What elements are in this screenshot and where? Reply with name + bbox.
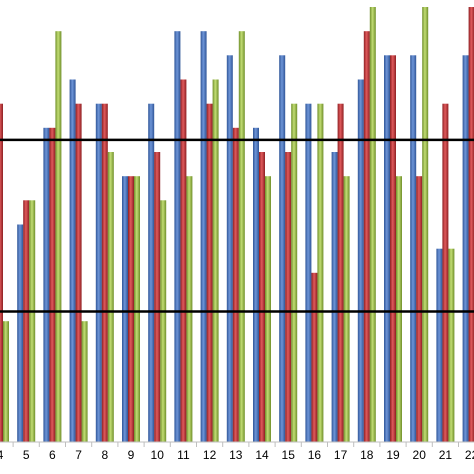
bar-blue-17	[331, 152, 338, 442]
bar-red-18	[363, 31, 370, 442]
bar-red-14	[259, 152, 265, 442]
x-tick-label-6: 6	[49, 448, 56, 462]
x-tick-label-20: 20	[413, 448, 427, 462]
x-tick-label-18: 18	[360, 448, 374, 462]
x-tick-label-8: 8	[101, 448, 108, 462]
bar-blue-9	[122, 176, 128, 442]
bar-red-10	[154, 152, 161, 442]
bar-green-4	[3, 321, 9, 442]
bar-blue-8	[95, 103, 102, 442]
bar-red-19	[390, 55, 396, 443]
bar-blue-11	[174, 31, 181, 442]
x-tick-label-12: 12	[203, 448, 217, 462]
bar-green-5	[29, 200, 36, 442]
x-tick-label-5: 5	[23, 448, 30, 462]
bar-red-9	[128, 176, 134, 442]
bar-blue-7	[69, 79, 76, 442]
bar-red-5	[23, 200, 30, 442]
bar-green-20	[422, 7, 429, 442]
x-tick-label-16: 16	[308, 448, 322, 462]
bar-red-11	[180, 79, 187, 442]
bar-blue-5	[17, 224, 24, 442]
bar-green-6	[55, 31, 62, 442]
bar-blue-12	[200, 31, 207, 442]
bar-green-13	[238, 31, 245, 442]
bar-green-12	[212, 79, 219, 442]
bar-red-15	[285, 152, 292, 442]
bar-red-17	[337, 103, 344, 442]
x-tick-label-19: 19	[386, 448, 400, 462]
x-tick-label-10: 10	[151, 448, 165, 462]
x-tick-label-9: 9	[128, 448, 135, 462]
bar-green-7	[81, 321, 88, 442]
bar-green-15	[291, 103, 298, 442]
bar-blue-21	[436, 248, 443, 442]
x-tick-label-7: 7	[75, 448, 82, 462]
bar-green-16	[317, 103, 324, 442]
bar-blue-6	[43, 127, 50, 443]
x-ticks-group	[12, 442, 459, 447]
x-tick-label-14: 14	[255, 448, 269, 462]
bar-green-9	[134, 176, 140, 442]
bar-blue-10	[148, 103, 155, 442]
bar-red-6	[49, 127, 56, 443]
x-tick-label-13: 13	[229, 448, 243, 462]
bar-green-8	[107, 152, 114, 442]
bar-blue-16	[305, 103, 312, 442]
x-tick-label-17: 17	[334, 448, 348, 462]
bar-blue-22	[462, 55, 469, 443]
bar-red-12	[206, 103, 213, 442]
bar-green-14	[265, 176, 271, 442]
bar-green-11	[186, 176, 193, 442]
bar-red-8	[101, 103, 108, 442]
bar-green-18	[369, 7, 376, 442]
bars-group	[0, 7, 474, 443]
x-tick-labels-group: 4 5 6 7 8 9 10 11 12 13 14 15 16 17 18 19 20 21 22	[0, 448, 474, 462]
reference-lines-group	[0, 138, 474, 313]
bar-green-19	[396, 176, 402, 442]
bar-blue-13	[226, 55, 233, 443]
bar-green-10	[160, 200, 167, 442]
bar-red-21	[442, 103, 449, 442]
bar-red-22	[468, 7, 474, 442]
bar-red-13	[232, 127, 239, 443]
bar-red-20	[416, 176, 423, 442]
bar-blue-14	[253, 127, 259, 443]
bar-blue-18	[357, 79, 364, 442]
x-tick-label-15: 15	[282, 448, 296, 462]
x-tick-label-4: 4	[0, 448, 4, 462]
bar-green-17	[343, 176, 350, 442]
bar-red-16	[311, 272, 318, 442]
x-tick-label-21: 21	[439, 448, 453, 462]
bar-red-4	[0, 103, 3, 442]
bar-blue-15	[279, 55, 286, 443]
bar-red-7	[75, 103, 82, 442]
bar-green-21	[448, 248, 455, 442]
x-tick-label-11: 11	[177, 448, 190, 462]
x-tick-label-22: 22	[465, 448, 474, 462]
bar-blue-20	[410, 55, 417, 443]
bar-blue-19	[384, 55, 390, 443]
